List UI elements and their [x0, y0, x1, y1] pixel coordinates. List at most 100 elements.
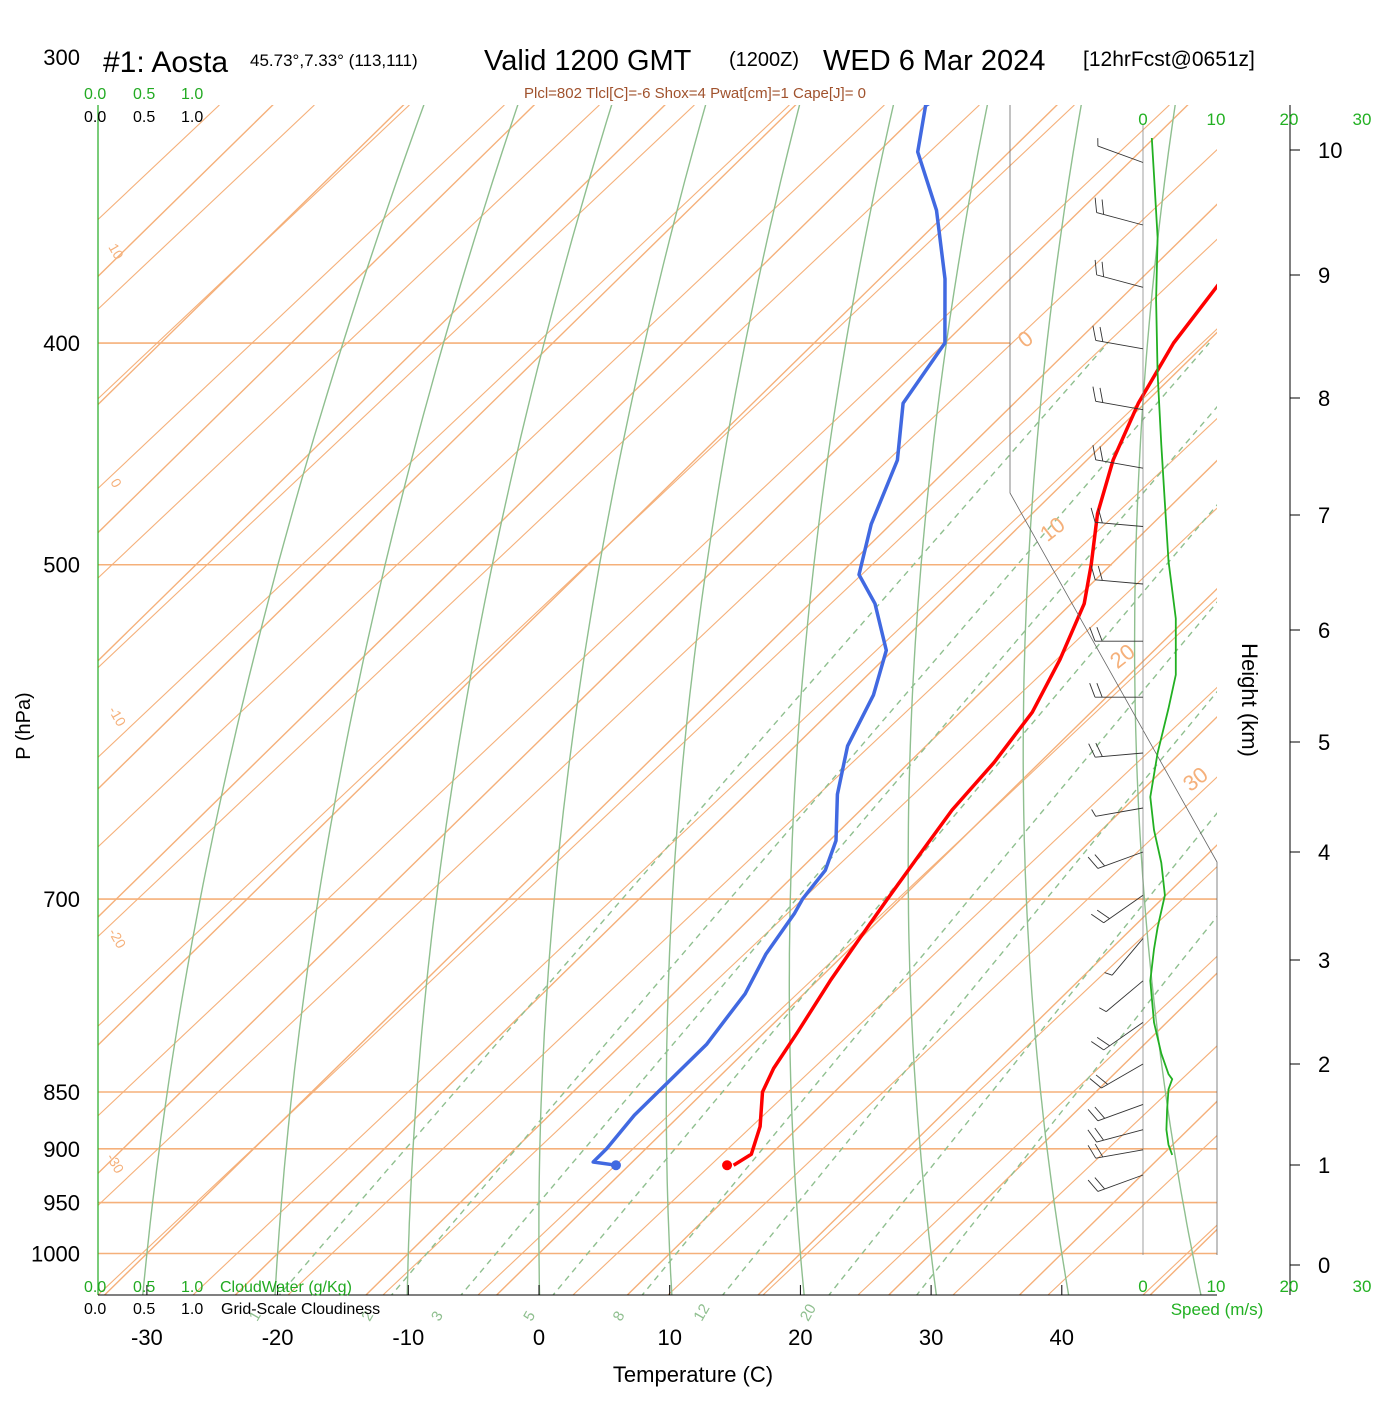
cloud-water-tick: 0.5	[133, 86, 155, 103]
y-axis-title: P (hPa)	[13, 692, 35, 759]
wind-barb-feather	[1095, 1107, 1105, 1118]
x-tick-label: -20	[262, 1325, 294, 1350]
wind-speed-tick-bottom: 10	[1207, 1277, 1226, 1296]
isotherm-line	[965, 0, 1400, 1348]
dewpoint-line	[593, 0, 1074, 1165]
dry-adiabat	[138, 0, 512, 1348]
grid-diagonal	[1048, 105, 1400, 1295]
wind-barb-feather	[1088, 1145, 1096, 1158]
stability-indices: Plcl=802 Tlcl[C]=-6 Shox=4 Pwat[cm]=1 Ca…	[524, 85, 866, 102]
grid-diagonal	[0, 105, 599, 1295]
grid-diagonal	[573, 105, 1400, 1295]
mixing-ratio-line	[787, 343, 1400, 1348]
station-coords: 45.73°,7.33° (113,111)	[250, 51, 418, 70]
x-axis-title: Temperature (C)	[613, 1362, 773, 1387]
pressure-tick-label: 500	[43, 553, 80, 578]
grid-layer	[0, 0, 1400, 1348]
wind-barb-feather	[1097, 1037, 1109, 1045]
wind-speed-tick-bottom: 0	[1138, 1277, 1147, 1296]
wind-barb-feather	[1095, 198, 1097, 213]
cloud-water-tick: 0.0	[84, 1279, 106, 1296]
height-axis-title: Height (km)	[1237, 643, 1262, 757]
x-tick-label: 30	[919, 1325, 943, 1350]
dry-adiabat	[407, 0, 688, 1348]
cloud-water-tick: 1.0	[181, 1279, 203, 1296]
wind-barb-feather	[1095, 1128, 1104, 1140]
mixing-ratio-label: 5	[520, 1308, 539, 1324]
wind-barb-feather	[1091, 914, 1103, 922]
wind-speed-tick-top: 30	[1353, 110, 1372, 129]
height-tick-label: 9	[1318, 263, 1330, 288]
isotherm-line	[0, 0, 1400, 1348]
cloudiness-tick: 1.0	[181, 1301, 203, 1318]
right-boundary	[1010, 105, 1217, 1255]
pressure-tick-label: 900	[43, 1137, 80, 1162]
mixing-ratio-label: 8	[610, 1308, 629, 1324]
wind-barb-feather	[1100, 388, 1103, 403]
wind-speed-tick-bottom: 30	[1353, 1277, 1372, 1296]
height-tick-label: 4	[1318, 840, 1330, 865]
wind-barb-feather	[1091, 565, 1095, 579]
pressure-tick-label: 850	[43, 1080, 80, 1105]
grid-diagonal	[953, 105, 1400, 1295]
station-title: #1: Aosta	[103, 46, 228, 79]
wind-barb-feather	[1100, 327, 1103, 342]
cloudiness-tick: 0.0	[84, 1301, 106, 1318]
mixing-ratio-line	[346, 343, 1209, 1348]
cloudiness-ticks-top: 0.0 0.5 1.0	[84, 109, 203, 126]
wind-barb-feather	[1088, 1130, 1097, 1142]
wind-barb	[1088, 1144, 1143, 1158]
wind-barb-feather	[1091, 1041, 1103, 1049]
wind-barb	[1093, 326, 1143, 349]
wind-barb	[1088, 1175, 1143, 1191]
valid-time: Valid 1200 GMT	[484, 45, 692, 77]
surface-temperature-marker	[722, 1160, 732, 1170]
cloud-water-tick: 0.0	[84, 86, 106, 103]
height-tick-label: 0	[1318, 1253, 1330, 1278]
mixing-ratio-label: 3	[428, 1308, 447, 1324]
wind-barb	[1090, 1064, 1143, 1088]
grid-diagonal	[0, 105, 979, 1295]
wind-barb-feather	[1097, 683, 1102, 697]
forecast-run: [12hrFcst@0651z]	[1083, 48, 1255, 71]
pressure-tick-label: 1000	[31, 1242, 80, 1267]
grid-diagonal	[0, 105, 789, 1295]
height-tick-label: 2	[1318, 1052, 1330, 1077]
surface-dewpoint-marker	[611, 1160, 621, 1170]
wind-barb-feather	[1088, 1180, 1098, 1191]
mixing-ratio-label: 12	[690, 1301, 713, 1324]
grid-diagonal	[763, 105, 1400, 1295]
x-tick-label: -10	[392, 1325, 424, 1350]
pressure-tick-label: 400	[43, 331, 80, 356]
wind-speed-axis-title: Speed (m/s)	[1171, 1300, 1264, 1319]
mixing-ratio-line	[599, 343, 1400, 1348]
x-tick-label: 0	[533, 1325, 545, 1350]
grid-diagonal	[0, 105, 1074, 1295]
grid-diagonal	[0, 105, 694, 1295]
wind-speed-tick-top: 10	[1207, 110, 1226, 129]
height-tick-label: 8	[1318, 386, 1330, 411]
left-temp-label: -30	[103, 1151, 127, 1177]
isotherm-line	[312, 0, 1400, 1348]
grid-diagonal	[0, 105, 884, 1295]
wind-barb-staff	[1097, 1130, 1143, 1142]
wind-barb	[1095, 198, 1143, 225]
mixing-ratio-label: 20	[797, 1301, 820, 1324]
pressure-tick-label: 700	[43, 887, 80, 912]
isotherm-line	[834, 0, 1400, 1348]
grid-diagonal	[0, 105, 1169, 1295]
height-tick-label: 6	[1318, 618, 1330, 643]
dry-adiabat	[789, 0, 951, 1348]
cloudiness-tick: 1.0	[181, 109, 203, 126]
isotherm-label: 10	[1035, 512, 1070, 547]
wind-barb-feather	[1095, 260, 1097, 275]
x-tick-label: 40	[1050, 1325, 1074, 1350]
isotherm-line	[50, 0, 1400, 1348]
isotherm-line	[0, 0, 1291, 1348]
wind-barb-staff	[1096, 460, 1143, 468]
isotherm-line	[0, 0, 768, 1348]
height-tick-label: 5	[1318, 730, 1330, 755]
mixing-ratio-line	[680, 343, 1400, 1348]
pressure-tick-label: 950	[43, 1191, 80, 1216]
